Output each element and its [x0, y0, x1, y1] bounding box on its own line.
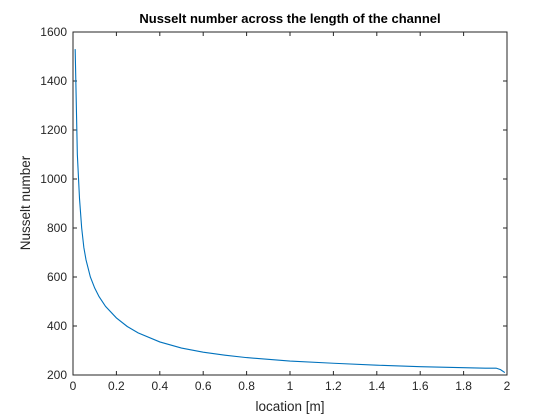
y-tick-label: 1600 — [40, 25, 67, 39]
series-line-nusselt — [74, 49, 506, 374]
x-tick-label: 1 — [287, 379, 294, 393]
x-tick-label: 1.8 — [455, 379, 472, 393]
y-tick-label: 1000 — [40, 172, 67, 186]
x-tick-label: 0 — [70, 379, 77, 393]
y-tick-label: 200 — [47, 368, 67, 382]
x-tick-label: 1.4 — [368, 379, 385, 393]
x-tick-label: 0.8 — [238, 379, 255, 393]
x-axis-label: location [m] — [255, 399, 324, 414]
x-tick-label: 1.6 — [412, 379, 429, 393]
x-tick-label: 0.2 — [108, 379, 125, 393]
x-tick-label: 2 — [504, 379, 511, 393]
y-tick-label: 800 — [47, 221, 67, 235]
y-tick-label: 1400 — [40, 74, 67, 88]
chart-title: Nusselt number across the length of the … — [139, 11, 440, 26]
y-tick-label: 600 — [47, 270, 67, 284]
x-axis: 0 0.2 0.4 0.6 0.8 1 1.2 1.4 1.6 1.8 2 — [70, 32, 511, 393]
x-tick-label: 1.2 — [325, 379, 342, 393]
x-tick-label: 0.6 — [195, 379, 212, 393]
x-tick-label: 0.4 — [151, 379, 168, 393]
y-tick-label: 1200 — [40, 123, 67, 137]
y-tick-label: 400 — [47, 319, 67, 333]
y-axis: 200 400 600 800 1000 1200 1400 1600 — [40, 25, 507, 382]
y-axis-label: Nusselt number — [18, 155, 33, 250]
